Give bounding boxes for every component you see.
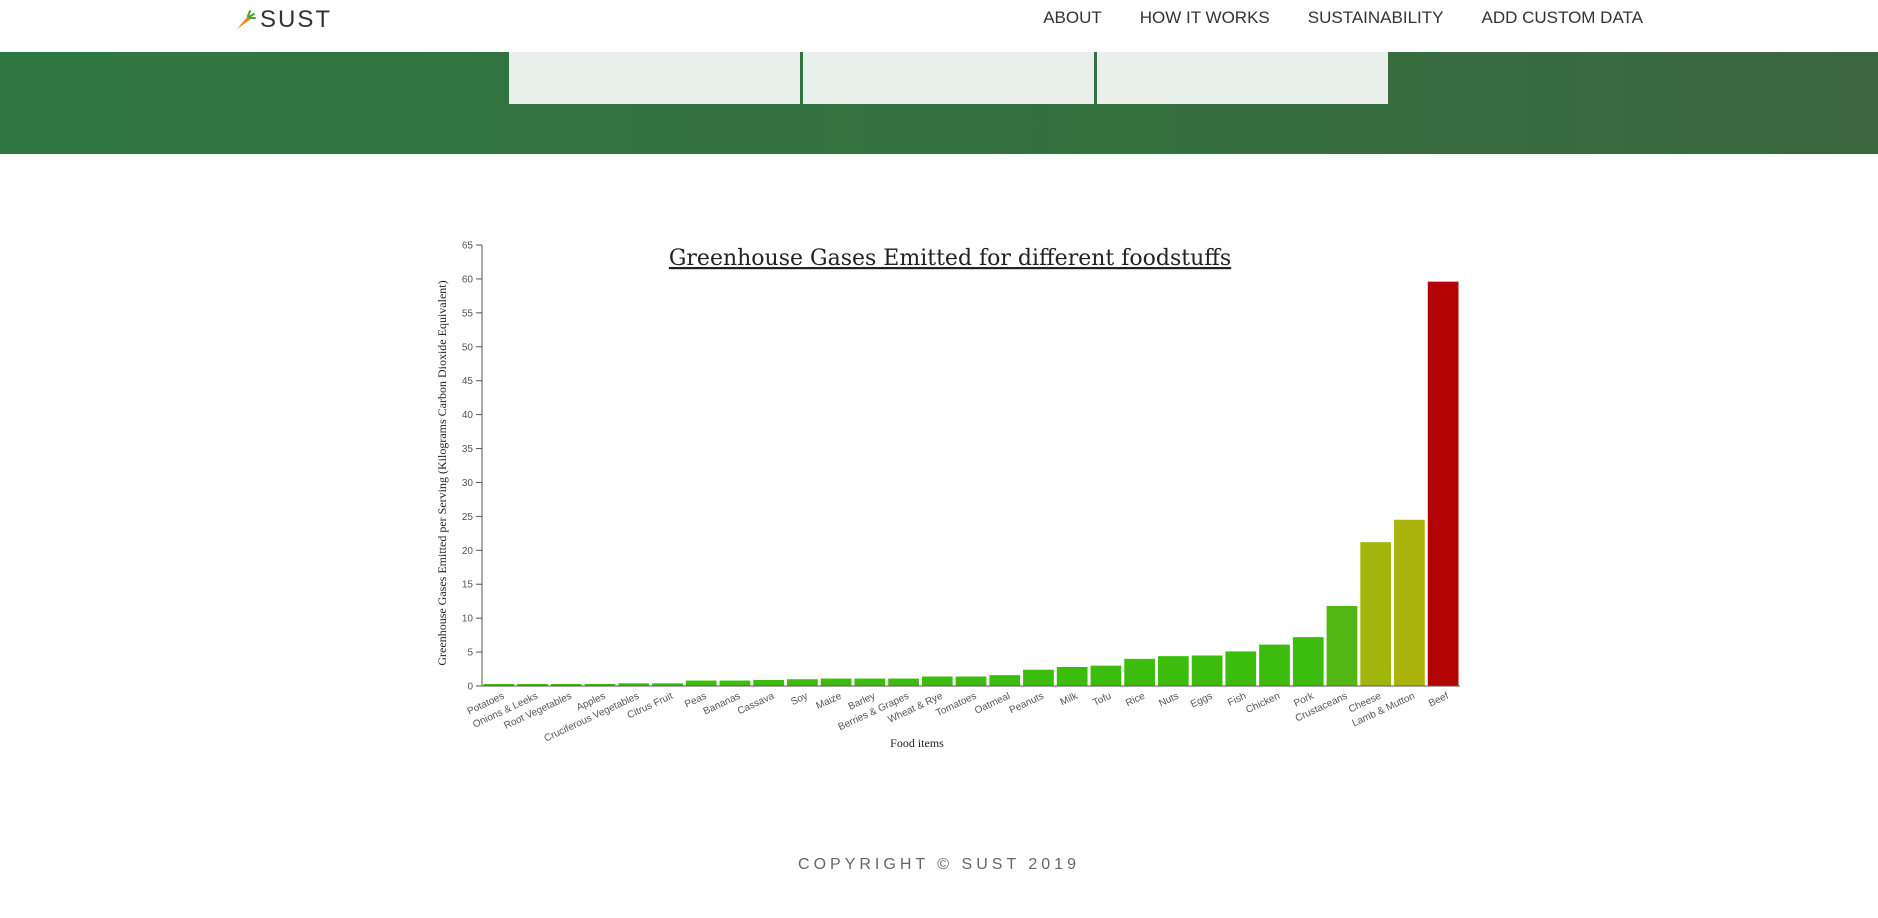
y-tick-label: 15 (462, 580, 474, 591)
bar-apples[interactable] (584, 683, 616, 686)
y-tick-label: 55 (462, 308, 474, 319)
emissions-chart: Greenhouse Gases Emitted for different f… (430, 230, 1470, 770)
feature-card (509, 52, 800, 104)
bar-rice[interactable] (1124, 658, 1155, 686)
x-tick-label: Beef (1427, 691, 1450, 710)
y-tick-label: 0 (467, 682, 473, 693)
y-axis: 0 5 10 15 20 25 30 35 40 45 50 55 60 65 (462, 241, 483, 693)
y-tick-label: 65 (462, 241, 474, 252)
x-tick-label: Nuts (1157, 691, 1180, 710)
bar-citrus-fruit[interactable] (652, 683, 683, 686)
x-axis-title: Food items (890, 736, 944, 750)
bar-soy[interactable] (787, 679, 818, 686)
x-tick-label: Oatmeal (973, 691, 1012, 717)
bar-cruciferous-vegetables[interactable] (618, 683, 650, 686)
y-tick-label: 5 (467, 648, 473, 659)
chart-svg: Greenhouse Gases Emitted for different f… (435, 241, 1460, 750)
carrot-icon (237, 10, 256, 29)
navbar: SUST ABOUT HOW IT WORKS SUSTAINABILITY A… (0, 0, 1878, 52)
chart-title: Greenhouse Gases Emitted for different f… (669, 246, 1231, 271)
bar-cassava[interactable] (753, 679, 785, 686)
brand-name: SUST (260, 6, 333, 33)
nav-links: ABOUT HOW IT WORKS SUSTAINABILITY ADD CU… (1005, 8, 1643, 28)
bar-maize[interactable] (820, 678, 852, 686)
x-tick-label: Maize (815, 691, 844, 712)
x-tick-label: Cassava (736, 691, 776, 718)
y-tick-label: 30 (462, 478, 474, 489)
bar-onions-leeks[interactable] (517, 683, 548, 686)
y-tick-label: 35 (462, 444, 474, 455)
bar-peanuts[interactable] (1023, 669, 1054, 686)
bar-chicken[interactable] (1259, 644, 1290, 686)
nav-link-add-custom-data[interactable]: ADD CUSTOM DATA (1481, 8, 1643, 27)
x-tick-label: Eggs (1189, 691, 1214, 711)
y-tick-label: 10 (462, 614, 474, 625)
bar-pork[interactable] (1292, 637, 1324, 686)
nav-link-sustainability[interactable]: SUSTAINABILITY (1307, 8, 1444, 27)
bar-tomatoes[interactable] (955, 676, 987, 686)
bar-nuts[interactable] (1157, 656, 1189, 686)
bar-bananas[interactable] (719, 680, 751, 686)
bar-root-vegetables[interactable] (550, 683, 582, 686)
bar-cheese[interactable] (1360, 542, 1392, 686)
x-tick-label: Milk (1059, 690, 1081, 708)
y-tick-label: 20 (462, 546, 474, 557)
y-axis-title: Greenhouse Gases Emitted per Serving (Ki… (435, 280, 449, 665)
brand[interactable]: SUST (234, 6, 332, 34)
y-tick-label: 40 (462, 410, 474, 421)
x-tick-label: Rice (1124, 691, 1147, 710)
bar-eggs[interactable] (1191, 655, 1223, 686)
bar-oatmeal[interactable] (989, 675, 1021, 686)
x-tick-label: Soy (789, 691, 809, 708)
y-tick-label: 50 (462, 342, 474, 353)
bar-lamb-mutton[interactable] (1394, 519, 1425, 686)
bar-wheat-rye[interactable] (921, 676, 953, 686)
footer-copyright: COPYRIGHT © SUST 2019 (798, 856, 1080, 873)
bar-tofu[interactable] (1090, 665, 1122, 686)
bar-berries-grapes[interactable] (888, 678, 919, 686)
bar-fish[interactable] (1225, 651, 1257, 686)
bar-barley[interactable] (854, 678, 886, 686)
y-tick-label: 60 (462, 274, 474, 285)
bar-milk[interactable] (1056, 667, 1088, 686)
bar-beef[interactable] (1427, 281, 1459, 686)
x-tick-label: Chicken (1244, 691, 1281, 716)
x-tick-label: Bananas (702, 691, 742, 718)
feature-card (1097, 52, 1388, 104)
nav-link-about[interactable]: ABOUT (1043, 8, 1102, 27)
y-tick-label: 25 (462, 512, 474, 523)
hero-banner (0, 52, 1878, 154)
bar-peas[interactable] (685, 680, 717, 686)
x-tick-label: Peanuts (1008, 691, 1046, 716)
y-tick-label: 45 (462, 376, 474, 387)
x-tick-label: Tofu (1091, 691, 1113, 709)
feature-card (803, 52, 1094, 104)
bars (483, 281, 1459, 686)
bar-potatoes[interactable] (483, 683, 515, 686)
nav-link-how-it-works[interactable]: HOW IT WORKS (1139, 8, 1270, 27)
bar-crustaceans[interactable] (1326, 605, 1358, 686)
